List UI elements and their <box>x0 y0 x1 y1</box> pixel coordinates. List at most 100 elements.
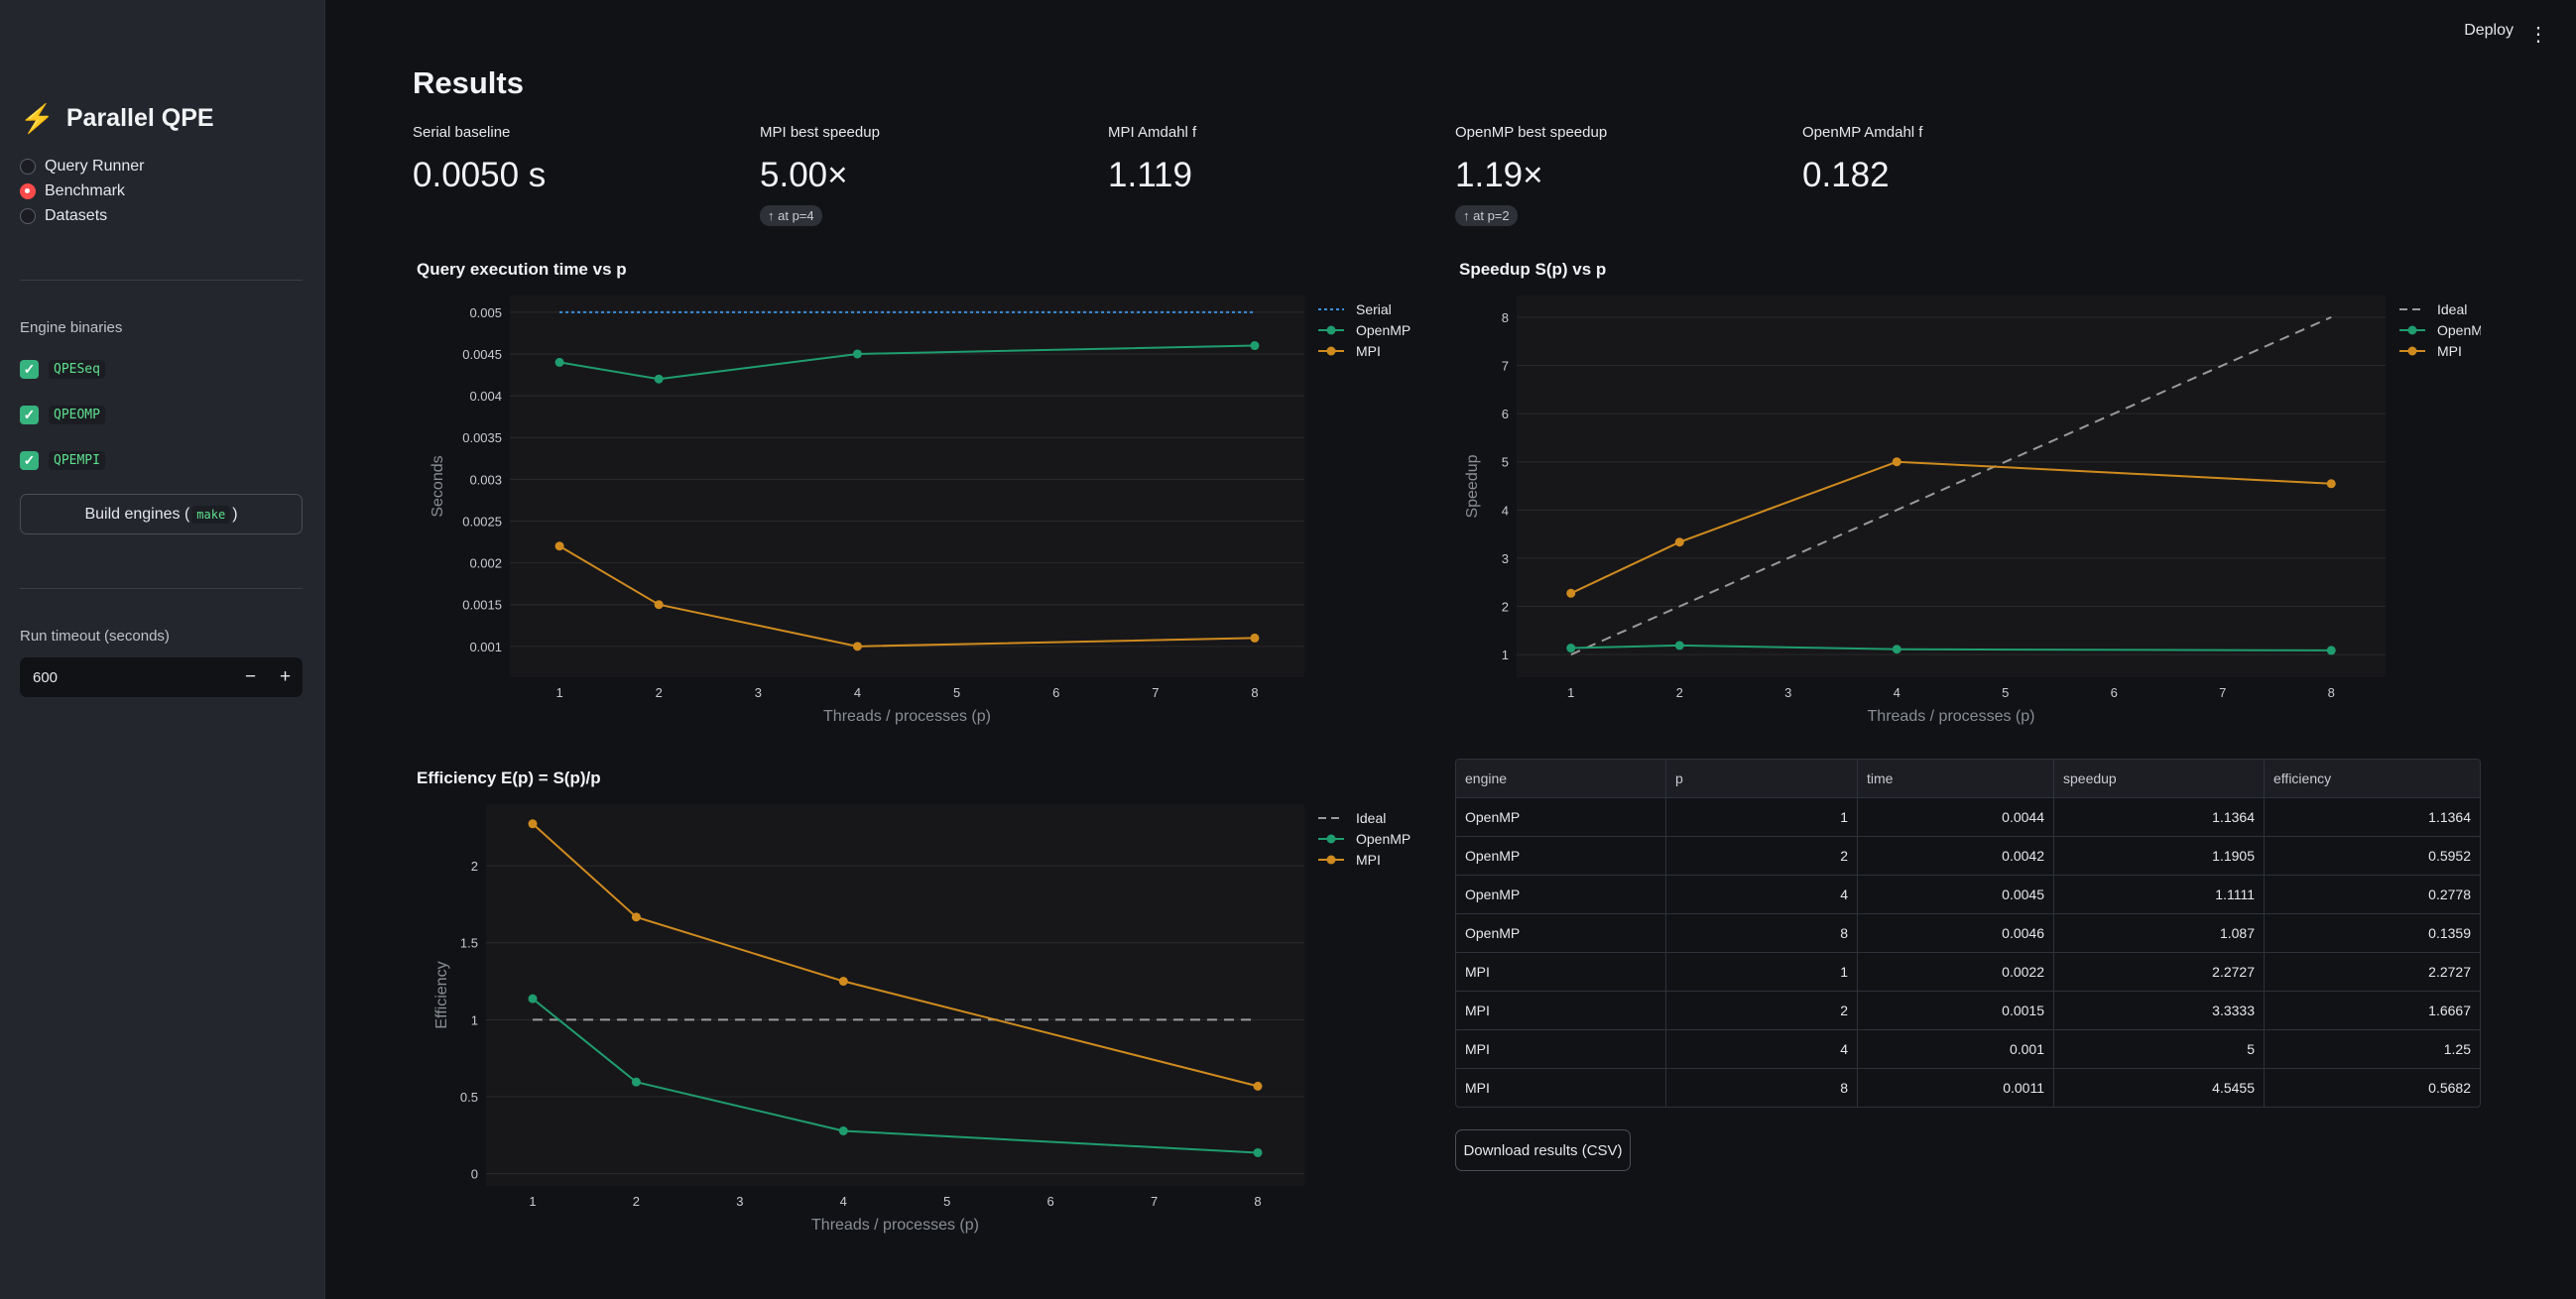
decrement-button[interactable]: − <box>244 666 257 687</box>
table-row[interactable]: OpenMP 8 0.0046 1.087 0.1359 <box>1456 913 2480 953</box>
x-tick-label: 5 <box>953 685 960 700</box>
table-cell-time: 0.0015 <box>1857 991 2054 1030</box>
nav-item-query-runner[interactable]: Query Runner <box>20 154 145 178</box>
table-row[interactable]: MPI 8 0.0011 4.5455 0.5682 <box>1456 1068 2480 1107</box>
download-csv-button[interactable]: Download results (CSV) <box>1455 1129 1631 1171</box>
column-header[interactable]: time <box>1857 760 2054 798</box>
check-icon: ✓ <box>20 406 39 424</box>
x-tick-label: 8 <box>1254 1194 1261 1209</box>
y-tick-label: 7 <box>1502 358 1509 373</box>
legend-marker <box>1326 346 1336 356</box>
x-tick-label: 8 <box>1251 685 1258 700</box>
timeout-field[interactable]: 600 <box>33 668 59 686</box>
table-row[interactable]: OpenMP 2 0.0042 1.1905 0.5952 <box>1456 836 2480 876</box>
x-tick-label: 4 <box>1894 685 1901 700</box>
y-tick-label: 0.004 <box>469 389 502 404</box>
data-point-mpi <box>528 819 538 829</box>
metric-label: Serial baseline <box>413 124 511 141</box>
table-row[interactable]: MPI 2 0.0015 3.3333 1.6667 <box>1456 991 2480 1030</box>
y-tick-label: 2 <box>471 859 478 874</box>
x-axis-label: Threads / processes (p) <box>811 1217 979 1234</box>
x-tick-label: 1 <box>1567 685 1574 700</box>
table-cell-time: 0.0044 <box>1857 797 2054 837</box>
metric-value: 0.182 <box>1802 156 1890 194</box>
table-cell-efficiency: 0.5952 <box>2264 836 2480 876</box>
nav-item-datasets[interactable]: Datasets <box>20 203 145 228</box>
legend-label: OpenMP <box>1356 831 1411 847</box>
timeout-number-input: 600 − + <box>20 657 303 697</box>
metric-mpi-best-speedup: MPI best speedup 5.00× ↑ at p=4 <box>760 124 880 226</box>
column-header[interactable]: efficiency <box>2264 760 2480 798</box>
table-cell-time: 0.0046 <box>1857 913 2054 953</box>
results-table[interactable]: engine p time speedup efficiency OpenMP 1… <box>1455 759 2481 1108</box>
table-cell-speedup: 1.087 <box>2053 913 2265 953</box>
table-row[interactable]: MPI 4 0.001 5 1.25 <box>1456 1029 2480 1069</box>
table-cell-p: 4 <box>1665 1029 1858 1069</box>
chart-title-time: Query execution time vs p <box>417 260 627 279</box>
legend-label: OpenMP <box>1356 322 1411 338</box>
legend-label: Serial <box>1356 301 1392 317</box>
plot-background <box>1517 295 2386 677</box>
series-line-mpi <box>558 544 1255 648</box>
table-row[interactable]: OpenMP 1 0.0044 1.1364 1.1364 <box>1456 797 2480 837</box>
metric-delta: ↑ at p=4 <box>760 205 822 226</box>
table-cell-time: 0.0011 <box>1857 1068 2054 1107</box>
legend-marker <box>1326 855 1336 865</box>
chart-title-speedup: Speedup S(p) vs p <box>1459 260 1607 279</box>
data-point-mpi <box>1892 457 1901 467</box>
chart-execution-time[interactable]: 0.001 0.0015 0.002 0.0025 0.003 0.0035 0.004 0.… <box>407 288 1438 734</box>
timeout-label: Run timeout (seconds) <box>20 628 170 645</box>
data-point-mpi <box>838 977 848 987</box>
nav-item-label: Query Runner <box>45 157 145 175</box>
x-axis-label: Threads / processes (p) <box>1868 708 2035 725</box>
binary-name: QPEOMP <box>49 406 105 424</box>
build-label-pre: Build engines ( <box>84 505 190 523</box>
series-line-openmp <box>558 344 1255 381</box>
main-menu-icon[interactable]: ⋮ <box>2528 24 2548 46</box>
y-tick-label: 0.0045 <box>462 347 502 362</box>
y-axis-label: Speedup <box>1464 454 1481 518</box>
metric-value: 1.19× <box>1455 156 1543 194</box>
radio-icon[interactable] <box>20 207 36 224</box>
table-row[interactable]: OpenMP 4 0.0045 1.1111 0.2778 <box>1456 875 2480 914</box>
data-point-mpi <box>1253 1081 1263 1091</box>
chart-efficiency[interactable]: 0 0.5 1 1.5 2 1 2 3 4 5 6 7 8 Threads / processes (p)… <box>407 796 1438 1242</box>
data-point-openmp <box>1566 644 1576 653</box>
column-header[interactable]: speedup <box>2053 760 2265 798</box>
increment-button[interactable]: + <box>279 666 292 687</box>
chart-speedup[interactable]: 1 2 3 4 5 6 7 8 1 2 3 4 5 6 7 8 Threads / processes (p) S… <box>1449 288 2481 734</box>
nav-item-benchmark[interactable]: Benchmark <box>20 178 145 203</box>
y-tick-label: 0.003 <box>469 472 502 487</box>
column-header[interactable]: engine <box>1456 760 1666 798</box>
x-tick-label: 7 <box>1152 685 1159 700</box>
radio-icon[interactable] <box>20 158 36 175</box>
table-cell-engine: OpenMP <box>1456 797 1666 837</box>
build-engines-button[interactable]: Build engines ( make ) <box>20 494 303 534</box>
y-tick-label: 4 <box>1502 503 1509 518</box>
check-icon: ✓ <box>20 360 39 379</box>
x-tick-label: 7 <box>2219 685 2226 700</box>
x-tick-label: 4 <box>854 685 861 700</box>
data-point-openmp <box>1892 645 1901 654</box>
legend-label: MPI <box>1356 852 1381 868</box>
x-tick-label: 3 <box>736 1194 743 1209</box>
series-line-ideal <box>1570 315 2332 656</box>
table-row[interactable]: MPI 1 0.0022 2.2727 2.2727 <box>1456 952 2480 992</box>
metric-mpi-amdahl: MPI Amdahl f 1.119 <box>1108 124 1196 195</box>
deploy-button[interactable]: Deploy <box>2464 22 2514 39</box>
data-point-openmp <box>654 374 664 384</box>
radio-selected-icon[interactable] <box>20 182 36 199</box>
table-cell-speedup: 4.5455 <box>2053 1068 2265 1107</box>
table-cell-p: 8 <box>1665 913 1858 953</box>
y-tick-label: 0.001 <box>469 640 502 654</box>
table-cell-speedup: 1.1905 <box>2053 836 2265 876</box>
table-cell-p: 4 <box>1665 875 1858 914</box>
column-header[interactable]: p <box>1665 760 1858 798</box>
y-tick-label: 0 <box>471 1167 478 1182</box>
x-tick-label: 2 <box>633 1194 640 1209</box>
build-label-code: make <box>191 505 231 524</box>
build-label-post: ) <box>232 505 238 523</box>
table-cell-speedup: 3.3333 <box>2053 991 2265 1030</box>
data-point-openmp <box>1674 641 1684 650</box>
legend-marker <box>2407 346 2417 356</box>
